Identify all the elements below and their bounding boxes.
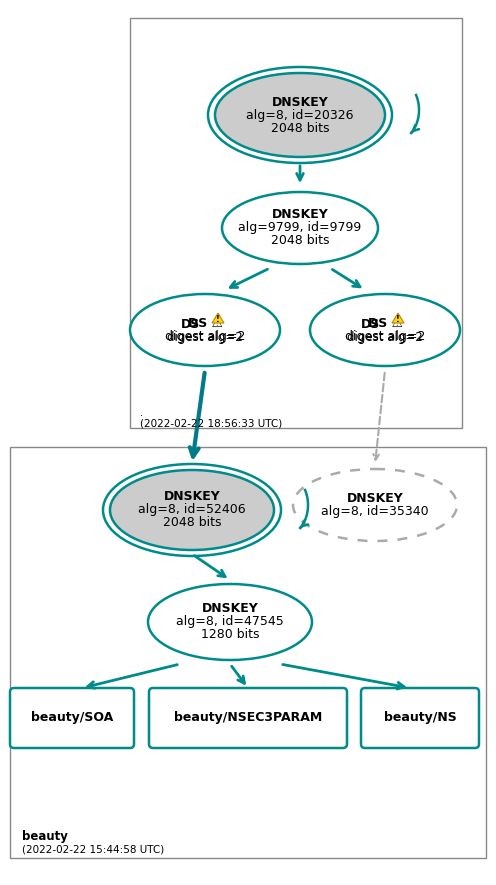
Text: beauty/NS: beauty/NS bbox=[383, 712, 456, 725]
Polygon shape bbox=[212, 313, 224, 323]
Text: DS: DS bbox=[181, 318, 199, 330]
Ellipse shape bbox=[310, 294, 460, 366]
Text: DNSKEY: DNSKEY bbox=[272, 209, 328, 221]
Text: (2022-02-22 15:44:58 UTC): (2022-02-22 15:44:58 UTC) bbox=[22, 844, 164, 854]
Ellipse shape bbox=[130, 294, 280, 366]
Text: alg=8, id=20326: alg=8, id=20326 bbox=[246, 109, 354, 121]
Text: 1280 bits: 1280 bits bbox=[201, 628, 259, 642]
Polygon shape bbox=[392, 313, 404, 323]
Text: beauty/NSEC3PARAM: beauty/NSEC3PARAM bbox=[174, 712, 322, 725]
Text: !: ! bbox=[216, 314, 220, 324]
Text: 2048 bits: 2048 bits bbox=[271, 235, 329, 248]
Ellipse shape bbox=[215, 73, 385, 157]
Text: digest alg=2: digest alg=2 bbox=[345, 330, 425, 343]
Text: digest alg=2: digest alg=2 bbox=[347, 332, 423, 344]
FancyBboxPatch shape bbox=[361, 688, 479, 748]
Bar bbox=[10, 447, 486, 858]
Text: digest alg=2: digest alg=2 bbox=[167, 332, 243, 344]
Ellipse shape bbox=[293, 469, 457, 541]
Text: alg=8, id=35340: alg=8, id=35340 bbox=[321, 505, 429, 518]
Text: DNSKEY: DNSKEY bbox=[272, 96, 328, 109]
Bar bbox=[130, 18, 462, 428]
Text: DS ⚠: DS ⚠ bbox=[368, 317, 402, 330]
Ellipse shape bbox=[222, 192, 378, 264]
Text: alg=9799, id=9799: alg=9799, id=9799 bbox=[239, 221, 362, 235]
Text: DNSKEY: DNSKEY bbox=[164, 490, 220, 504]
Text: digest alg=2: digest alg=2 bbox=[165, 330, 245, 343]
Text: !: ! bbox=[396, 314, 400, 324]
Text: beauty: beauty bbox=[22, 830, 68, 843]
Text: 2048 bits: 2048 bits bbox=[163, 517, 221, 529]
Text: DS ⚠: DS ⚠ bbox=[187, 317, 222, 330]
Ellipse shape bbox=[148, 584, 312, 660]
Text: DS: DS bbox=[361, 318, 379, 330]
Text: alg=8, id=47545: alg=8, id=47545 bbox=[176, 615, 284, 628]
Ellipse shape bbox=[110, 470, 274, 550]
Text: 2048 bits: 2048 bits bbox=[271, 121, 329, 135]
FancyBboxPatch shape bbox=[10, 688, 134, 748]
Text: DNSKEY: DNSKEY bbox=[347, 492, 403, 505]
Text: beauty/SOA: beauty/SOA bbox=[31, 712, 113, 725]
Text: DNSKEY: DNSKEY bbox=[202, 603, 258, 615]
Text: alg=8, id=52406: alg=8, id=52406 bbox=[138, 504, 246, 517]
FancyBboxPatch shape bbox=[149, 688, 347, 748]
Text: .: . bbox=[140, 408, 143, 418]
Text: (2022-02-22 18:56:33 UTC): (2022-02-22 18:56:33 UTC) bbox=[140, 418, 282, 428]
